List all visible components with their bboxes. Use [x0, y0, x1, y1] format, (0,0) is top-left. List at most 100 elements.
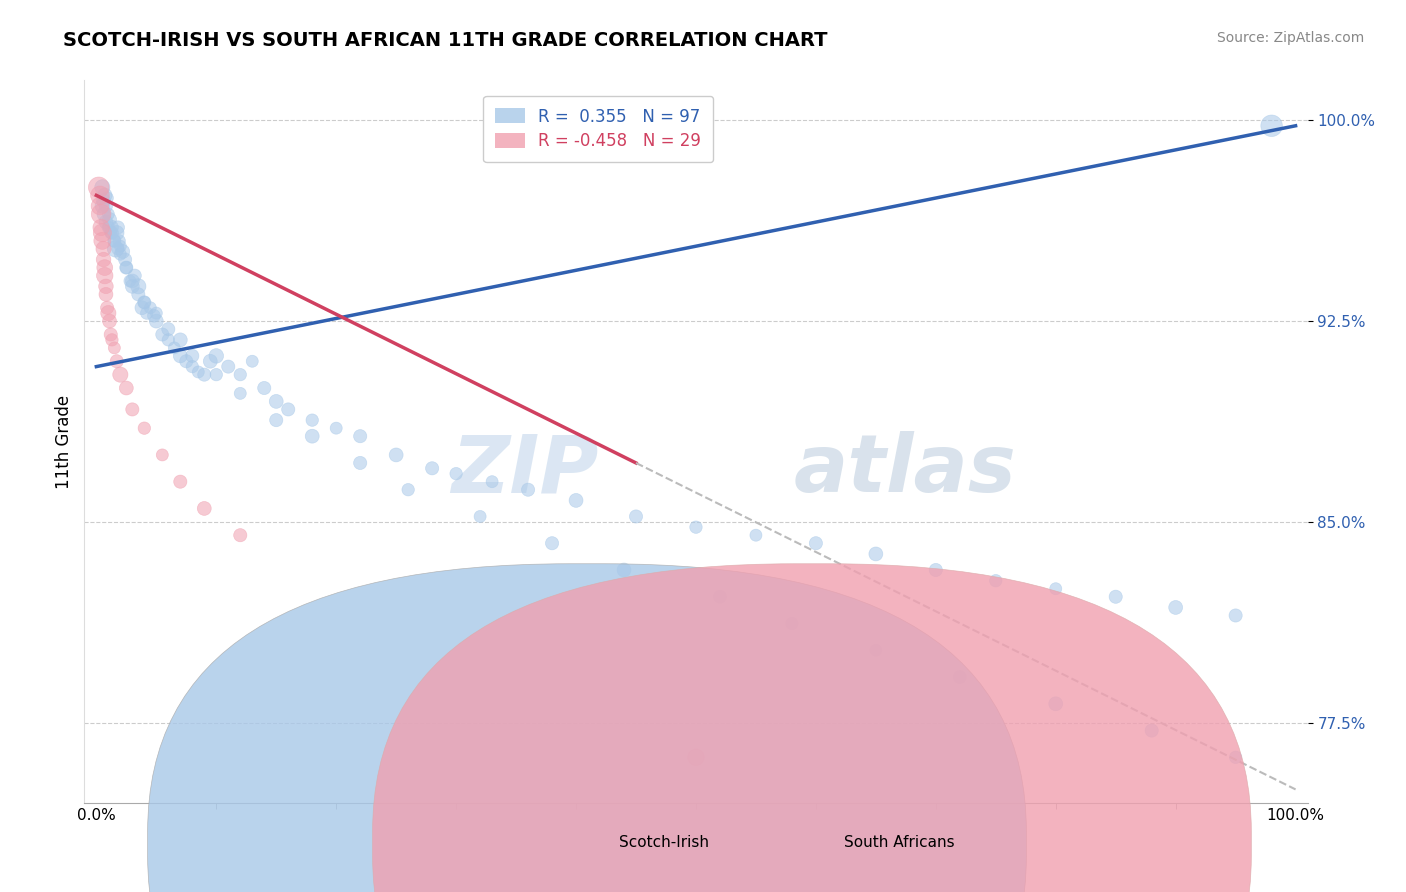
Point: [97, 306, 120, 320]
Point: [229, 386, 252, 401]
Point: [205, 349, 228, 363]
Point: [541, 536, 564, 550]
Point: [150, 327, 173, 342]
Point: [103, 341, 125, 355]
Point: [93, 194, 115, 208]
Point: [110, 239, 132, 253]
Point: [103, 234, 125, 248]
Point: [174, 354, 197, 368]
Point: [142, 309, 165, 323]
Point: [110, 247, 132, 261]
Point: [240, 354, 263, 368]
Point: [613, 563, 636, 577]
Point: [101, 333, 124, 347]
Point: [745, 528, 768, 542]
Point: [131, 301, 153, 315]
Point: [253, 381, 276, 395]
Point: [98, 314, 121, 328]
Point: [145, 306, 167, 320]
Legend: R =  0.355   N = 97, R = -0.458   N = 29: R = 0.355 N = 97, R = -0.458 N = 29: [484, 95, 713, 161]
Point: [134, 295, 156, 310]
Point: [91, 234, 114, 248]
Point: [145, 314, 167, 328]
Point: [100, 327, 122, 342]
Point: [115, 381, 138, 395]
Point: [100, 220, 122, 235]
Text: ZIP: ZIP: [451, 432, 598, 509]
Point: [104, 242, 127, 256]
Point: [264, 394, 287, 409]
Point: [97, 207, 120, 221]
Point: [93, 188, 117, 202]
Point: [780, 616, 803, 631]
Point: [865, 643, 887, 657]
Point: [349, 456, 371, 470]
Point: [925, 563, 948, 577]
Point: [139, 301, 162, 315]
Point: [121, 402, 143, 417]
Point: [349, 429, 371, 443]
Point: [865, 547, 887, 561]
Point: [94, 215, 117, 229]
Point: [105, 354, 128, 368]
Point: [107, 242, 129, 256]
Point: [200, 354, 222, 368]
Point: [97, 220, 120, 235]
Point: [114, 252, 136, 267]
Point: [169, 475, 191, 489]
Point: [124, 268, 146, 283]
Point: [157, 333, 180, 347]
Point: [229, 528, 252, 542]
Point: [517, 483, 540, 497]
Point: [134, 421, 156, 435]
Point: [94, 279, 117, 293]
Text: Source: ZipAtlas.com: Source: ZipAtlas.com: [1216, 31, 1364, 45]
Point: [93, 260, 117, 275]
Point: [709, 590, 731, 604]
Point: [107, 220, 129, 235]
Point: [91, 226, 114, 240]
Point: [108, 234, 131, 248]
Point: [1045, 582, 1067, 596]
Point: [1045, 697, 1067, 711]
Point: [93, 207, 115, 221]
Point: [169, 349, 191, 363]
Point: [385, 448, 408, 462]
Point: [481, 475, 503, 489]
Point: [685, 520, 707, 534]
Point: [949, 670, 972, 684]
Point: [91, 199, 114, 213]
Point: [396, 483, 419, 497]
Point: [624, 509, 647, 524]
Point: [1225, 608, 1247, 623]
Point: [1140, 723, 1163, 738]
Text: atlas: atlas: [794, 432, 1017, 509]
Point: [89, 188, 111, 202]
Point: [277, 402, 299, 417]
Point: [187, 365, 209, 379]
Point: [157, 322, 180, 336]
Point: [685, 750, 707, 764]
Point: [101, 226, 124, 240]
Point: [93, 242, 115, 256]
Point: [115, 260, 138, 275]
Point: [87, 180, 110, 194]
Point: [98, 212, 121, 227]
Point: [100, 226, 122, 240]
Point: [121, 279, 143, 293]
Point: [105, 226, 128, 240]
Point: [163, 341, 186, 355]
Point: [121, 274, 143, 288]
Point: [127, 279, 149, 293]
Point: [1260, 119, 1282, 133]
Point: [1105, 590, 1128, 604]
Point: [93, 268, 117, 283]
Point: [110, 368, 132, 382]
Point: [181, 349, 204, 363]
Point: [135, 306, 157, 320]
Point: [90, 220, 112, 235]
Point: [444, 467, 467, 481]
Point: [468, 509, 491, 524]
Point: [565, 493, 588, 508]
Text: Scotch-Irish: Scotch-Irish: [619, 836, 709, 850]
